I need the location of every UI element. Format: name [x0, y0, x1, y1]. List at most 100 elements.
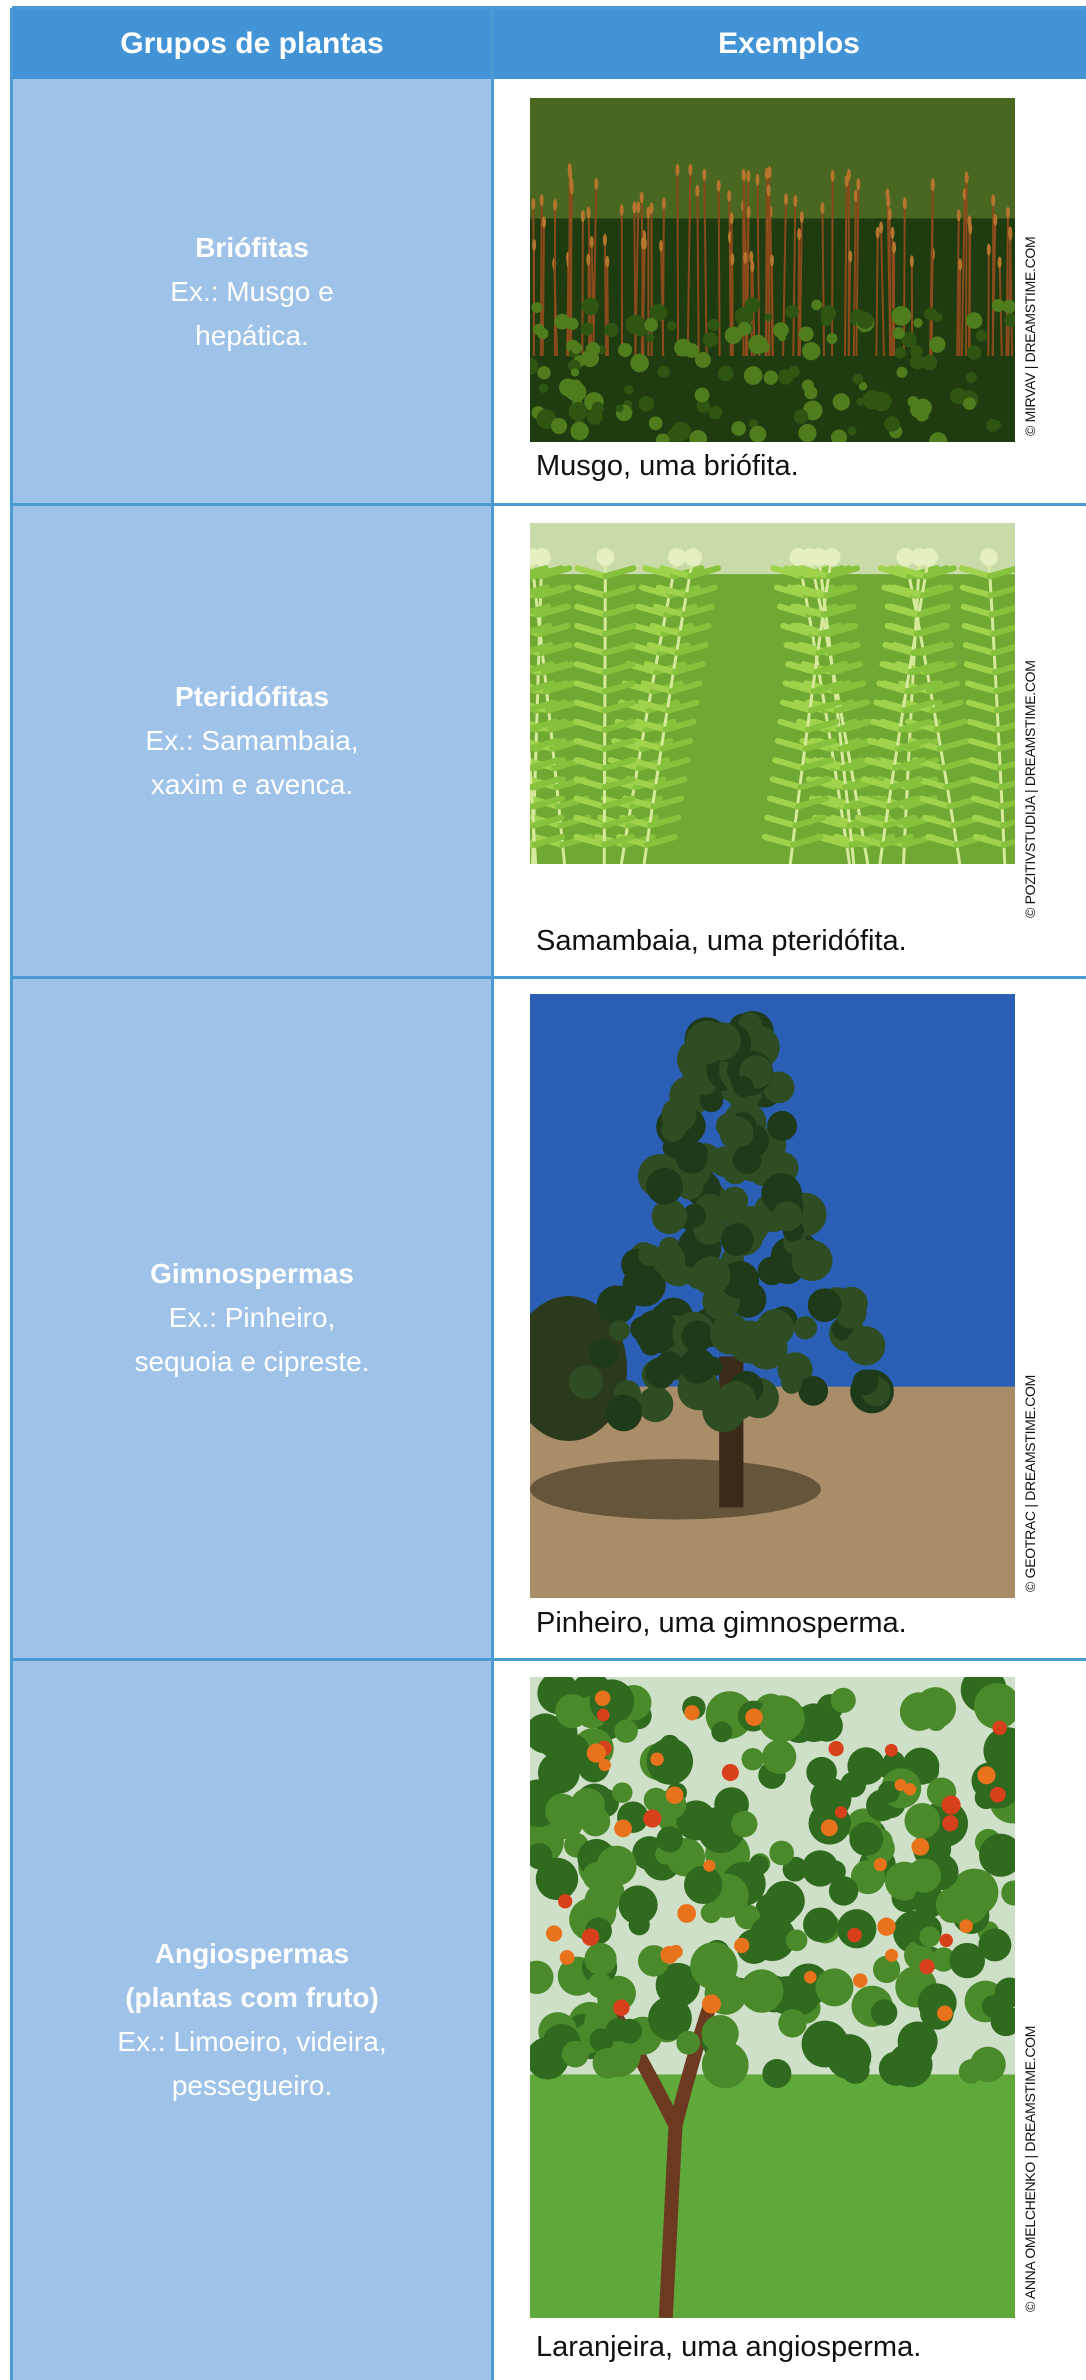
examples-text: Ex.: Pinheiro,	[168, 1302, 336, 1333]
moss-capsule	[568, 167, 573, 180]
photo-credit: © MIRVAV | DREAMSTIME.COM	[1022, 236, 1038, 436]
fern-leaf	[889, 776, 924, 791]
moss-stalk	[843, 180, 848, 357]
tree-foliage	[830, 1687, 856, 1713]
moss-leaf	[798, 423, 817, 442]
fern-leaf	[992, 682, 1015, 695]
moss-leaf	[630, 353, 649, 373]
moss-capsule	[661, 197, 666, 210]
fern-leaf	[854, 814, 889, 829]
moss-leaf	[748, 418, 758, 429]
fern-leaf	[683, 584, 718, 599]
fern-leaf	[833, 699, 868, 714]
photo-caption: Musgo, uma briófita.	[536, 450, 799, 482]
moss-stalk	[696, 190, 700, 357]
tree-foliage	[617, 2018, 643, 2044]
orange-fruit	[677, 1904, 697, 1923]
fern-leaf	[573, 776, 608, 791]
fern-leaf	[573, 661, 608, 676]
moss-capsule	[890, 226, 895, 239]
moss-stalk	[792, 200, 797, 357]
fern-leaf	[602, 584, 637, 599]
fern-leaf	[536, 622, 571, 637]
moss-capsule	[532, 238, 537, 251]
fern-leaf	[851, 833, 886, 848]
moss-leaf	[570, 342, 583, 354]
fern-leaf	[785, 661, 820, 676]
fern-leaf	[910, 642, 945, 657]
tree-foliage	[828, 1876, 859, 1906]
tree-foliage	[849, 1822, 884, 1856]
fern-leaf	[966, 718, 1001, 733]
fern-leaf	[674, 642, 709, 657]
moss-leaf	[748, 334, 768, 355]
moss-capsule	[619, 204, 624, 217]
fern-leaf	[792, 603, 827, 618]
pine-foliage	[793, 1316, 818, 1340]
pine-foliage	[568, 1365, 603, 1400]
fern-leaf	[772, 757, 807, 772]
moss-leaf	[581, 297, 600, 316]
moss-capsule	[902, 197, 907, 210]
fern-leaf	[797, 776, 832, 791]
fern-leaf	[996, 760, 1015, 772]
tree-foliage	[785, 1929, 808, 1952]
pine-foliage	[835, 1297, 867, 1329]
fern-leaf	[637, 699, 672, 714]
tree-foliage	[749, 1914, 796, 1961]
moss-leaf	[568, 359, 581, 373]
moss-capsule	[649, 202, 654, 215]
fern-leaf	[530, 603, 552, 615]
tree-foliage	[970, 2046, 1006, 2083]
tree-foliage	[782, 1856, 808, 1882]
pine-foliage	[709, 1146, 741, 1178]
moss-leaf	[894, 346, 907, 359]
moss-leaf	[929, 432, 948, 442]
fern-leaf	[601, 737, 636, 752]
fern-leaf	[831, 680, 866, 695]
tree-foliage	[676, 1800, 717, 1841]
moss-leaf	[707, 318, 720, 332]
moss-leaf	[655, 433, 670, 442]
moss-capsule	[636, 201, 641, 214]
moss-stalk	[603, 239, 608, 357]
orange-fruit	[820, 1819, 838, 1837]
tree-foliage	[769, 1840, 794, 1866]
fern-leaf	[628, 757, 663, 772]
fern-leaf	[882, 814, 917, 829]
tree-foliage	[905, 2037, 933, 2066]
fern-leaf	[870, 718, 905, 733]
moss-leaf	[638, 396, 655, 412]
moss-capsule	[956, 209, 961, 222]
moss-capsule	[729, 212, 734, 225]
moss-capsule	[640, 237, 645, 250]
pine-foliage	[846, 1326, 886, 1366]
moss-leaf	[858, 382, 868, 391]
orange-fruit	[558, 1894, 573, 1909]
fern-leaf	[987, 585, 1015, 599]
fern-leaf	[835, 718, 870, 733]
moss-leaf	[564, 381, 583, 400]
tree-foliage	[731, 1810, 758, 1838]
fern-leaf	[777, 603, 812, 618]
moss-capsule	[730, 253, 735, 266]
moss-capsule	[991, 194, 996, 207]
fern-leaf	[960, 603, 995, 618]
fern-leaf	[936, 737, 971, 752]
group-name: (plantas com fruto)	[125, 1981, 379, 2013]
moss-leaf	[625, 314, 645, 335]
fern-leaf	[530, 642, 554, 654]
plant-photo	[530, 523, 1015, 864]
fern-leaf	[628, 642, 663, 657]
fern-leaf	[601, 718, 636, 733]
fern-leaf	[916, 603, 951, 618]
fern-leaf	[805, 718, 840, 733]
moss-capsule	[856, 178, 861, 191]
tree-foliage	[974, 1683, 1015, 1730]
moss-leaf	[550, 417, 568, 435]
moss-leaf	[1003, 313, 1015, 327]
moss-leaf	[717, 365, 734, 382]
group-name: Pteridófitas	[174, 680, 330, 712]
pine-foliage	[807, 1288, 842, 1323]
photo-blur	[530, 98, 1015, 219]
